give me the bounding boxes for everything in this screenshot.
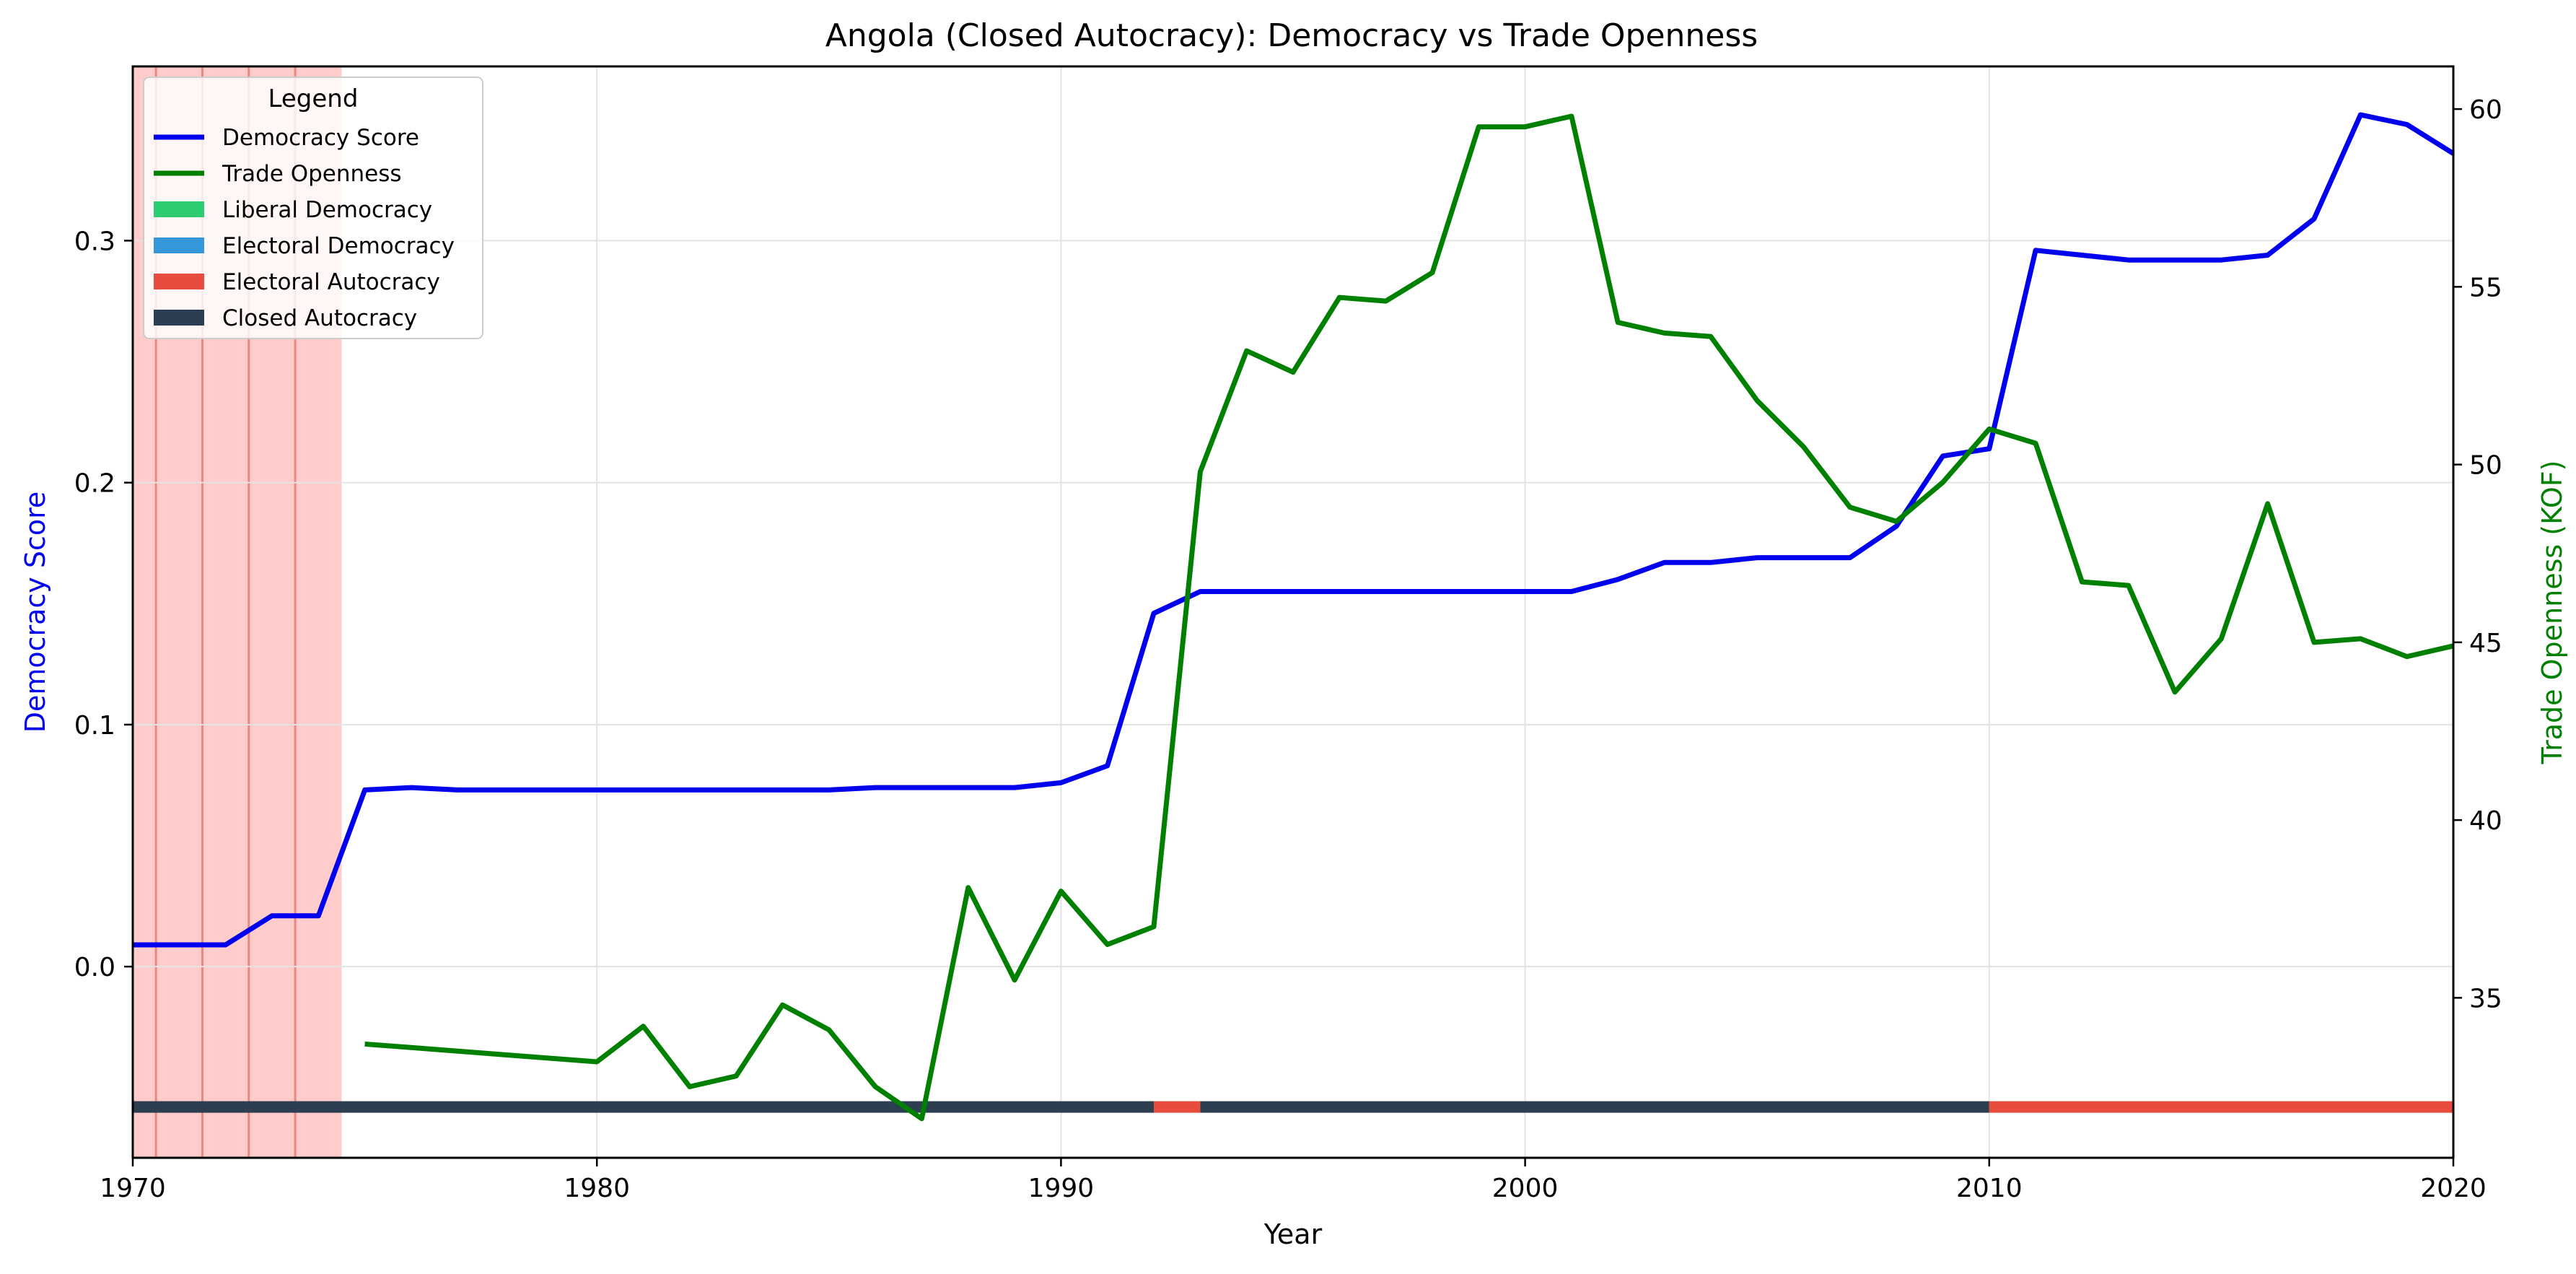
trade-openness-line [364,113,2454,1122]
series-layer [133,112,2455,1122]
legend-entries: Democracy Score Trade Openness Liberal Dem… [154,125,455,331]
legend-title: Legend [268,84,359,113]
right-y-tick-label: 50 [2469,451,2502,481]
x-axis-label: Year [1263,1218,1323,1250]
chart-title: Angola (Closed Autocracy): Democracy vs … [825,17,1758,54]
x-axis: 1970 1980 1990 2000 2010 2020 [100,1158,2487,1203]
x-tick-label: 1990 [1028,1174,1095,1203]
legend-patch-swatch [154,310,204,326]
legend-entry-label: Electoral Democracy [222,233,455,259]
left-y-axis-label: Democracy Score [19,492,51,733]
regime-segment [1154,1101,1201,1113]
x-tick-label: 2010 [1956,1174,2023,1203]
regime-segment [1200,1101,1989,1113]
legend-entry-label: Trade Openness [222,161,402,187]
right-y-tick-label: 45 [2469,629,2502,658]
legend-patch-swatch [154,274,204,289]
left-y-tick-label: 0.0 [74,953,115,982]
plot-frame [131,65,2455,1159]
right-y-axis: 35 40 45 50 55 60 [2453,95,2502,1013]
legend-entry-label: Liberal Democracy [222,197,432,223]
regime-segment [133,1101,1155,1113]
regime-segment [1989,1101,2453,1113]
legend-patch-swatch [154,201,204,217]
left-y-tick-label: 0.3 [74,227,115,256]
right-y-tick-label: 35 [2469,984,2502,1013]
legend-entry-label: Closed Autocracy [222,305,417,331]
legend-patch-swatch [154,237,204,253]
right-y-tick-label: 40 [2469,806,2502,836]
x-tick-label: 1980 [564,1174,630,1203]
right-y-axis-label: Trade Openness (KOF) [2536,460,2568,764]
legend: Legend Democracy Score Trade Openness Libe… [143,77,483,339]
left-y-axis: 0.0 0.1 0.2 0.3 [74,227,133,982]
left-y-tick-label: 0.2 [74,469,115,499]
regime-bar [133,1101,2453,1113]
legend-entry-label: Electoral Autocracy [222,269,440,295]
legend-entry-label: Democracy Score [222,125,419,151]
right-y-tick-label: 55 [2469,273,2502,302]
x-tick-label: 2000 [1492,1174,1559,1203]
x-tick-label: 1970 [100,1174,166,1203]
left-y-tick-label: 0.1 [74,711,115,741]
democracy-score-line [133,112,2455,948]
x-tick-label: 2020 [2420,1174,2487,1203]
legend-box [143,77,483,339]
right-y-tick-label: 60 [2469,95,2502,125]
